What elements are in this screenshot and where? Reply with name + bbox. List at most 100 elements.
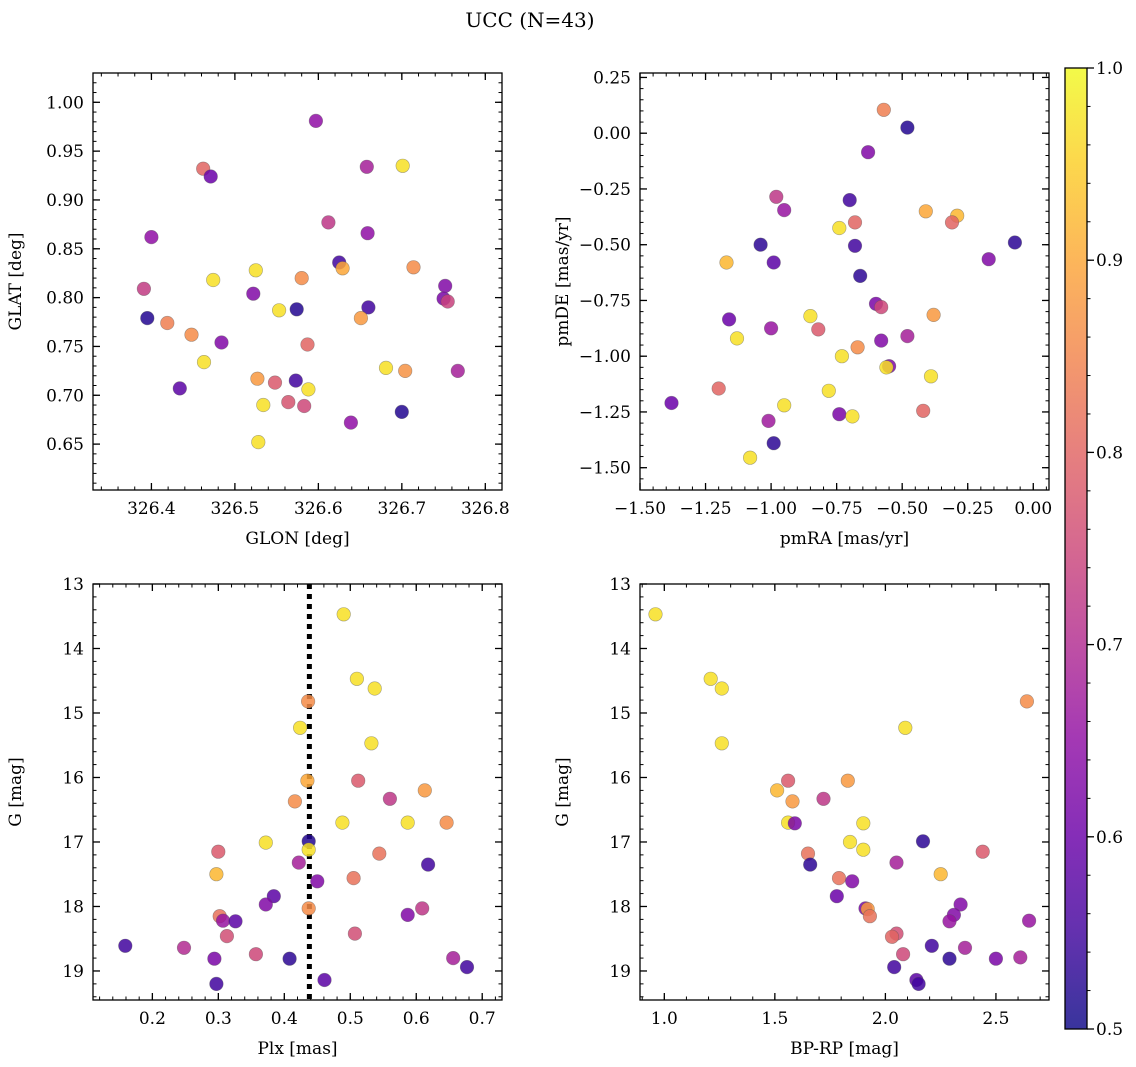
data-point	[953, 897, 968, 912]
colorbar-tick-label: 0.8	[1096, 443, 1123, 463]
y-tick-label: 18	[609, 897, 631, 917]
y-axis-label: pmDE [mas/yr]	[553, 216, 573, 346]
data-point	[842, 834, 858, 850]
data-point	[176, 940, 192, 955]
x-tick-label: 0.6	[403, 1009, 430, 1029]
y-tick-label: 14	[62, 639, 84, 659]
data-point	[926, 307, 941, 323]
y-tick-label: −1.00	[579, 347, 631, 367]
data-point	[988, 951, 1004, 966]
data-point	[821, 383, 836, 398]
x-tick-label: 326.7	[378, 499, 427, 519]
colorbar-frame	[1064, 67, 1088, 1030]
data-point	[845, 874, 860, 889]
y-tick-label: 16	[609, 768, 631, 788]
data-point	[832, 220, 847, 236]
data-point	[944, 215, 960, 230]
data-point	[898, 720, 913, 735]
x-tick-label: −1.00	[745, 499, 797, 519]
data-point	[879, 360, 894, 375]
data-point	[317, 972, 332, 988]
data-point	[395, 158, 410, 173]
y-tick-label: 19	[62, 962, 84, 982]
data-point	[228, 914, 243, 929]
y-axis-label: GLAT [deg]	[6, 232, 26, 330]
data-point	[347, 926, 363, 941]
data-point	[297, 398, 312, 414]
data-point	[346, 870, 361, 886]
y-tick-label: 1.00	[46, 93, 84, 113]
y-tick-label: −0.50	[579, 236, 631, 256]
data-point	[360, 226, 375, 241]
data-point	[136, 281, 151, 296]
y-tick-label: 0.85	[46, 240, 84, 260]
data-point	[359, 159, 374, 174]
data-point	[301, 842, 316, 857]
x-tick-label: 0.5	[337, 1009, 364, 1029]
data-point	[300, 337, 315, 352]
data-point	[364, 736, 379, 751]
data-point	[785, 794, 800, 809]
data-point	[378, 360, 394, 376]
data-point	[876, 102, 891, 117]
data-point	[777, 203, 792, 218]
data-point	[406, 260, 421, 275]
data-point	[459, 959, 475, 975]
data-point	[421, 857, 436, 872]
data-point	[450, 363, 465, 379]
data-point	[144, 230, 159, 245]
data-point	[763, 321, 779, 336]
data-point	[900, 329, 915, 344]
data-point	[206, 272, 221, 288]
data-point	[335, 815, 350, 830]
data-point	[335, 261, 350, 276]
data-point	[367, 681, 382, 696]
y-tick-label: 18	[62, 897, 84, 917]
y-axis-label: G [mag]	[6, 757, 26, 826]
data-point	[398, 363, 413, 379]
x-tick-label: −1.50	[614, 499, 666, 519]
data-point	[438, 278, 453, 294]
y-tick-label: 15	[609, 704, 631, 724]
panels: 326.4 326.5 326.6 326.7 326.8 0.65 0.70 0.75 0.8…	[6, 68, 1052, 1059]
data-point	[291, 855, 306, 870]
panel-1: 326.4 326.5 326.6 326.7 326.8 0.65 0.70 0.75 0.8…	[6, 72, 510, 549]
data-point	[874, 333, 889, 348]
data-point	[933, 867, 948, 882]
data-point	[343, 415, 359, 430]
y-tick-label: 0.95	[46, 142, 84, 162]
data-point	[118, 938, 133, 953]
axes-frame	[639, 72, 1050, 491]
data-point	[1007, 235, 1023, 250]
y-tick-label: 0.90	[46, 191, 84, 211]
data-point	[714, 681, 729, 696]
data-point	[446, 950, 461, 966]
data-point	[887, 959, 902, 975]
data-point	[211, 844, 226, 859]
x-tick-label: 326.4	[127, 499, 176, 519]
data-point	[209, 976, 224, 992]
data-point	[349, 671, 365, 686]
x-tick-label: 326.8	[461, 499, 510, 519]
figure-title: UCC (N=43)	[465, 8, 594, 32]
data-point	[761, 413, 776, 429]
x-tick-label: 0.7	[469, 1009, 496, 1029]
colorbar-tick-label: 0.5	[1096, 1020, 1123, 1040]
data-point	[853, 268, 868, 284]
data-point	[664, 395, 679, 411]
data-point	[957, 940, 973, 955]
data-point	[816, 791, 831, 806]
x-tick-label: 326.5	[211, 499, 260, 519]
colorbar-tick-label: 0.7	[1096, 636, 1123, 656]
data-point	[721, 312, 737, 327]
x-tick-label: 0.00	[1014, 499, 1052, 519]
data-point	[911, 976, 926, 992]
data-point	[272, 303, 287, 318]
axes-frame	[92, 72, 503, 491]
data-point	[840, 773, 855, 788]
data-point	[915, 834, 931, 849]
scatter-points	[118, 607, 475, 992]
data-point	[400, 907, 415, 923]
data-point	[753, 237, 768, 252]
data-point	[248, 263, 263, 278]
